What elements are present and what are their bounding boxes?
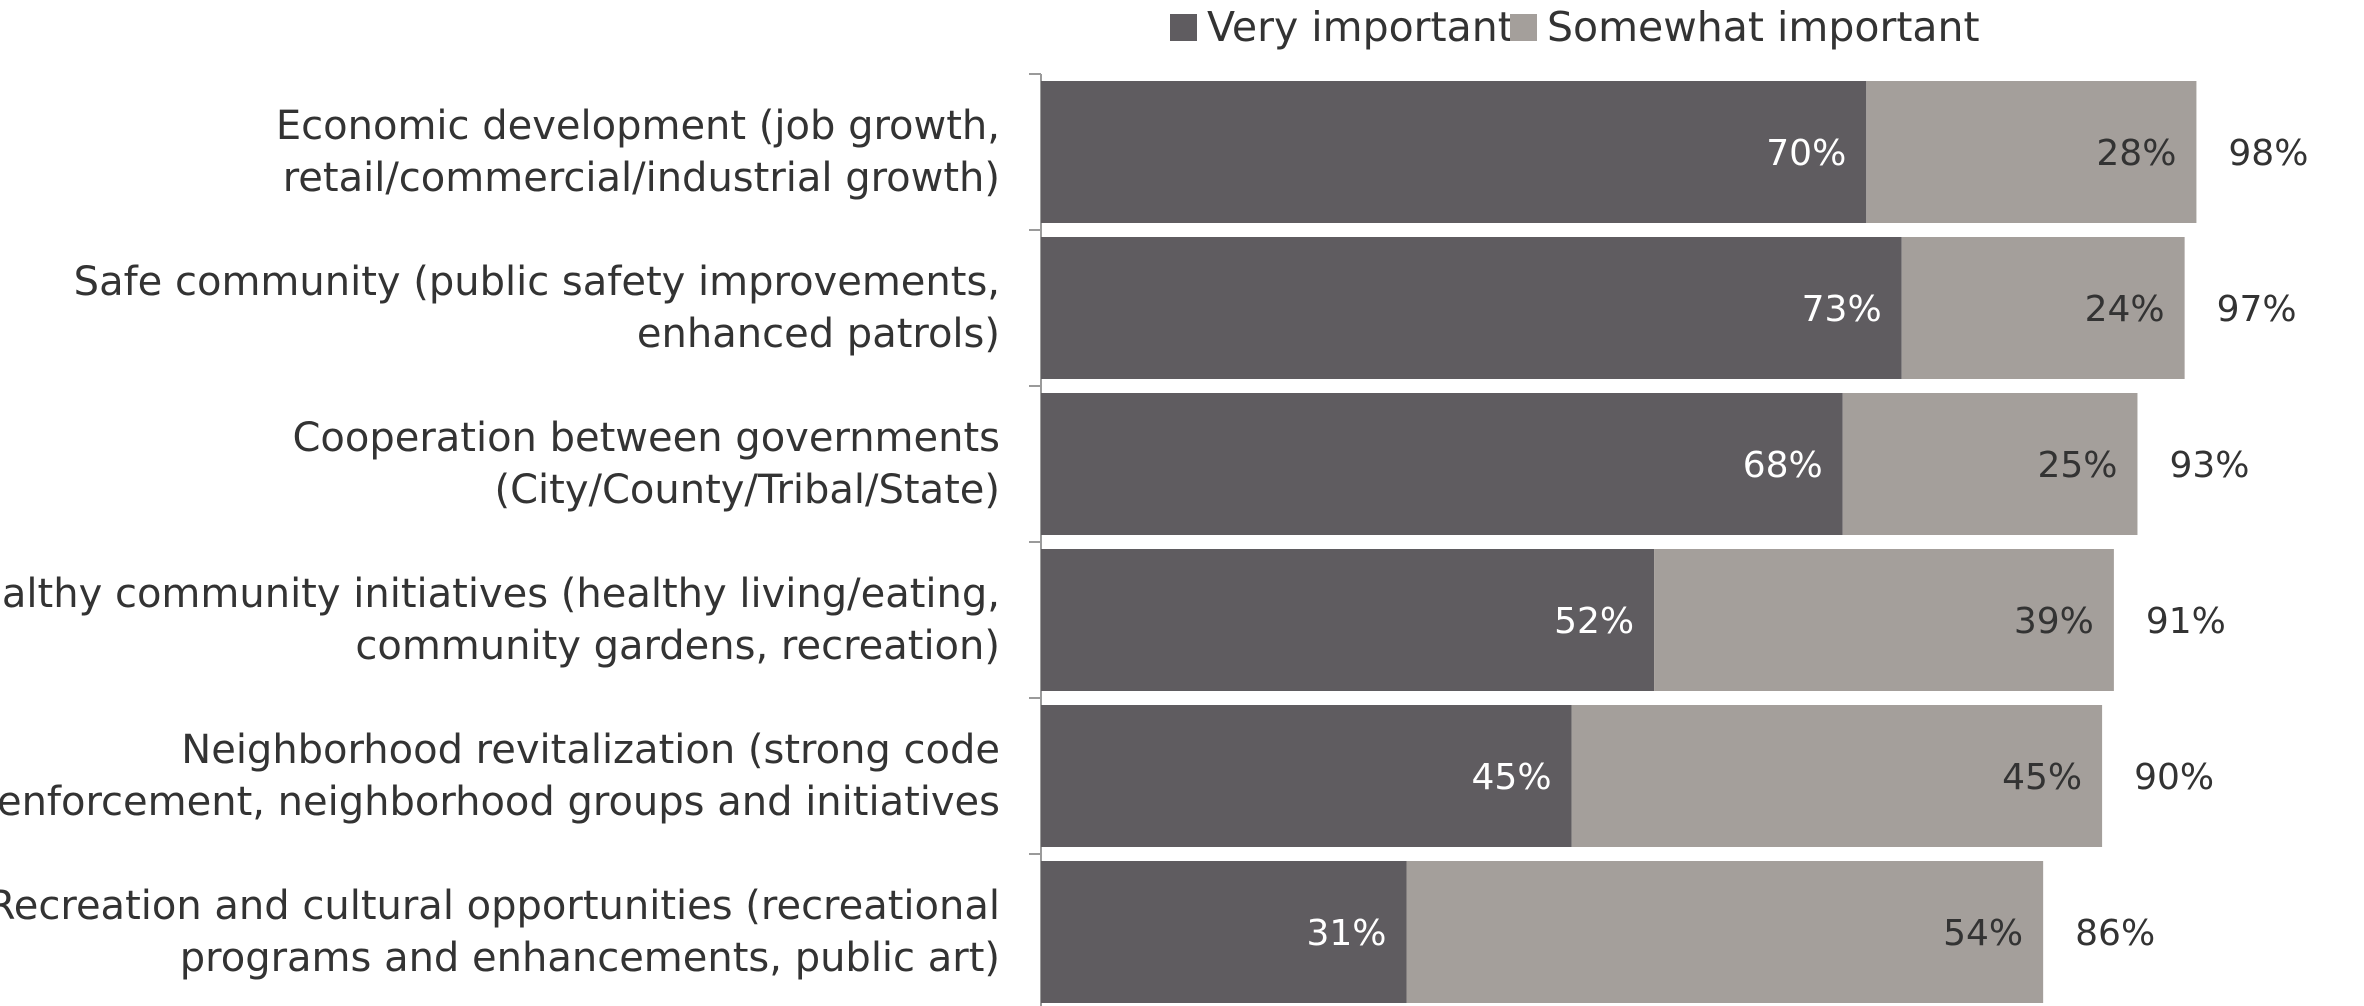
category-label-line: Neighborhood revitalization (strong code bbox=[181, 727, 1000, 773]
data-label-very-important: 52% bbox=[1554, 601, 1634, 642]
bar-very-important bbox=[1041, 549, 1655, 691]
bar-somewhat-important bbox=[1842, 393, 2138, 535]
data-label-total: 93% bbox=[2169, 445, 2249, 486]
data-label-total: 98% bbox=[2228, 133, 2308, 174]
category-axis bbox=[1029, 73, 1042, 1006]
category-label-line: community gardens, recreation) bbox=[355, 623, 1000, 669]
data-label-total: 91% bbox=[2146, 601, 2226, 642]
category-label: Cooperation between governments (City/Cou… bbox=[292, 415, 1000, 513]
category-label-line: Recreation and cultural opportunities (r… bbox=[0, 883, 1000, 929]
bar-very-important bbox=[1041, 237, 1902, 379]
legend: Very important Somewhat important bbox=[1170, 3, 1980, 51]
data-label-somewhat-important: 54% bbox=[1943, 913, 2023, 954]
category-label: Economic development (job growth, retail/… bbox=[276, 103, 1000, 201]
legend-label-somewhat-important: Somewhat important bbox=[1547, 3, 1980, 51]
category-label-line: enforcement, neighborhood groups and ini… bbox=[0, 779, 1000, 825]
data-label-somewhat-important: 28% bbox=[2096, 133, 2176, 174]
bar-very-important bbox=[1041, 861, 1407, 1003]
bar-somewhat-important bbox=[1571, 705, 2103, 847]
legend-label-very-important: Very important bbox=[1207, 3, 1514, 51]
data-label-somewhat-important: 24% bbox=[2085, 289, 2165, 330]
category-label-line: Economic development (job growth, bbox=[276, 103, 1000, 149]
data-label-total: 86% bbox=[2075, 913, 2155, 954]
category-label-line: retail/commercial/industrial growth) bbox=[283, 155, 1000, 201]
data-label-total: 90% bbox=[2134, 757, 2214, 798]
category-label-line: Safe community (public safety improvemen… bbox=[74, 259, 1000, 305]
bars bbox=[1041, 81, 2197, 1003]
category-label-line: Cooperation between governments bbox=[292, 415, 1000, 461]
category-labels: Economic development (job growth, retail/… bbox=[0, 103, 1000, 981]
bar-very-important bbox=[1041, 393, 1843, 535]
legend-swatch-very-important bbox=[1170, 14, 1197, 41]
legend-swatch-somewhat-important bbox=[1510, 14, 1537, 41]
category-label-line: (City/County/Tribal/State) bbox=[494, 467, 1000, 513]
bar-somewhat-important bbox=[1901, 237, 2185, 379]
bar-somewhat-important bbox=[1866, 81, 2197, 223]
category-label: Neighborhood revitalization (strong code… bbox=[0, 727, 1000, 825]
data-label-very-important: 45% bbox=[1472, 757, 1552, 798]
data-label-very-important: 70% bbox=[1766, 133, 1846, 174]
category-label: Healthy community initiatives (healthy l… bbox=[0, 571, 1000, 669]
category-label-line: Healthy community initiatives (healthy l… bbox=[0, 571, 1000, 617]
bar-very-important bbox=[1041, 705, 1572, 847]
data-label-very-important: 73% bbox=[1802, 289, 1882, 330]
data-labels: 70% 28% 98% 73% 24% 97% 68% 25% 93% 52% 39% 91% 45% 4… bbox=[1306, 133, 2308, 954]
bar-somewhat-important bbox=[1406, 861, 2044, 1003]
category-label-line: programs and enhancements, public art) bbox=[180, 935, 1000, 981]
category-label-line: enhanced patrols) bbox=[637, 311, 1000, 357]
bar-very-important bbox=[1041, 81, 1867, 223]
data-label-total: 97% bbox=[2217, 289, 2297, 330]
data-label-very-important: 31% bbox=[1306, 913, 1386, 954]
data-label-very-important: 68% bbox=[1743, 445, 1823, 486]
data-label-somewhat-important: 25% bbox=[2037, 445, 2117, 486]
data-label-somewhat-important: 45% bbox=[2002, 757, 2082, 798]
category-label: Safe community (public safety improvemen… bbox=[74, 259, 1000, 357]
category-label: Recreation and cultural opportunities (r… bbox=[0, 883, 1000, 981]
bar-somewhat-important bbox=[1654, 549, 2114, 691]
data-label-somewhat-important: 39% bbox=[2014, 601, 2094, 642]
